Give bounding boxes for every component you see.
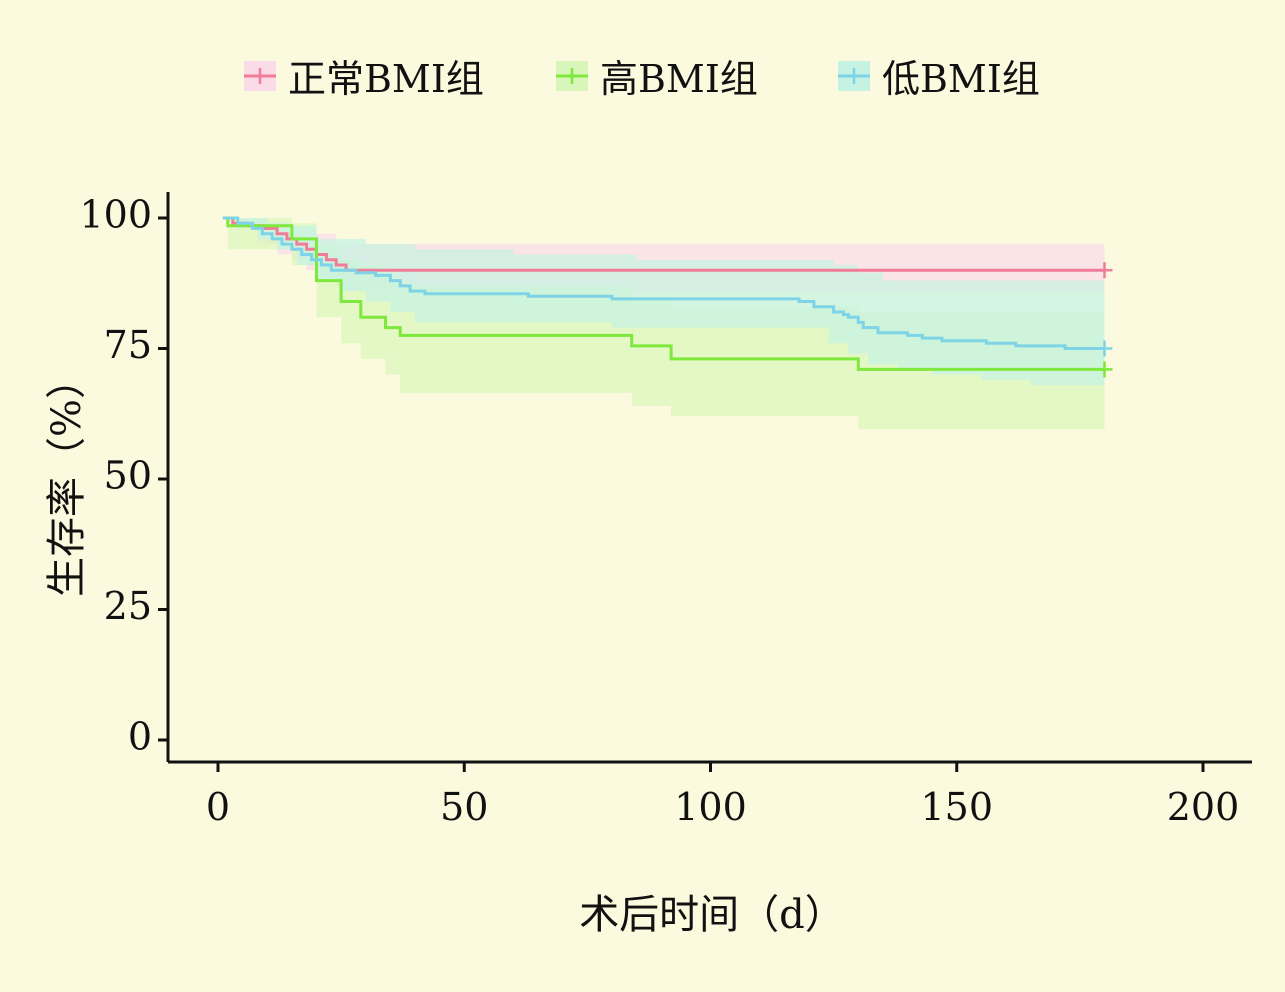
x-tick-label-150: 150 [920, 785, 993, 829]
x-tick-label-200: 200 [1167, 785, 1240, 829]
y-axis-title: 生存率（%） [44, 359, 90, 597]
curve-series-1 [222, 216, 1105, 371]
legend: 正常BMI组 高BMI组 低BMI组 [244, 57, 1040, 101]
band-series-2 [222, 218, 1105, 391]
axes: 0 25 50 75 100 0 50 100 150 200 [79, 192, 1252, 829]
legend-label-series-2: 低BMI组 [882, 57, 1040, 101]
y-tick-label-50: 50 [104, 454, 152, 498]
legend-label-series-1: 高BMI组 [600, 57, 758, 101]
y-tick-label-75: 75 [104, 323, 152, 367]
confidence-bands [222, 218, 1105, 430]
y-tick-label-100: 100 [79, 193, 152, 237]
curve-series-2 [222, 216, 1105, 350]
x-tick-label-50: 50 [440, 785, 488, 829]
y-tick-label-25: 25 [104, 584, 152, 628]
survival-curves [222, 216, 1113, 378]
y-tick-label-0: 0 [128, 715, 152, 759]
x-tick-label-0: 0 [206, 785, 230, 829]
legend-label-series-0: 正常BMI组 [288, 57, 484, 101]
x-tick-label-100: 100 [674, 785, 747, 829]
x-axis-title: 术后时间（d） [579, 892, 845, 938]
